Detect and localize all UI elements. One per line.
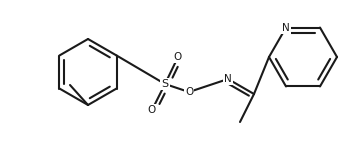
Text: O: O (148, 105, 156, 115)
Text: O: O (185, 87, 193, 97)
Text: N: N (224, 74, 232, 84)
Text: O: O (174, 52, 182, 62)
Text: S: S (161, 79, 169, 89)
Text: N: N (282, 22, 290, 33)
